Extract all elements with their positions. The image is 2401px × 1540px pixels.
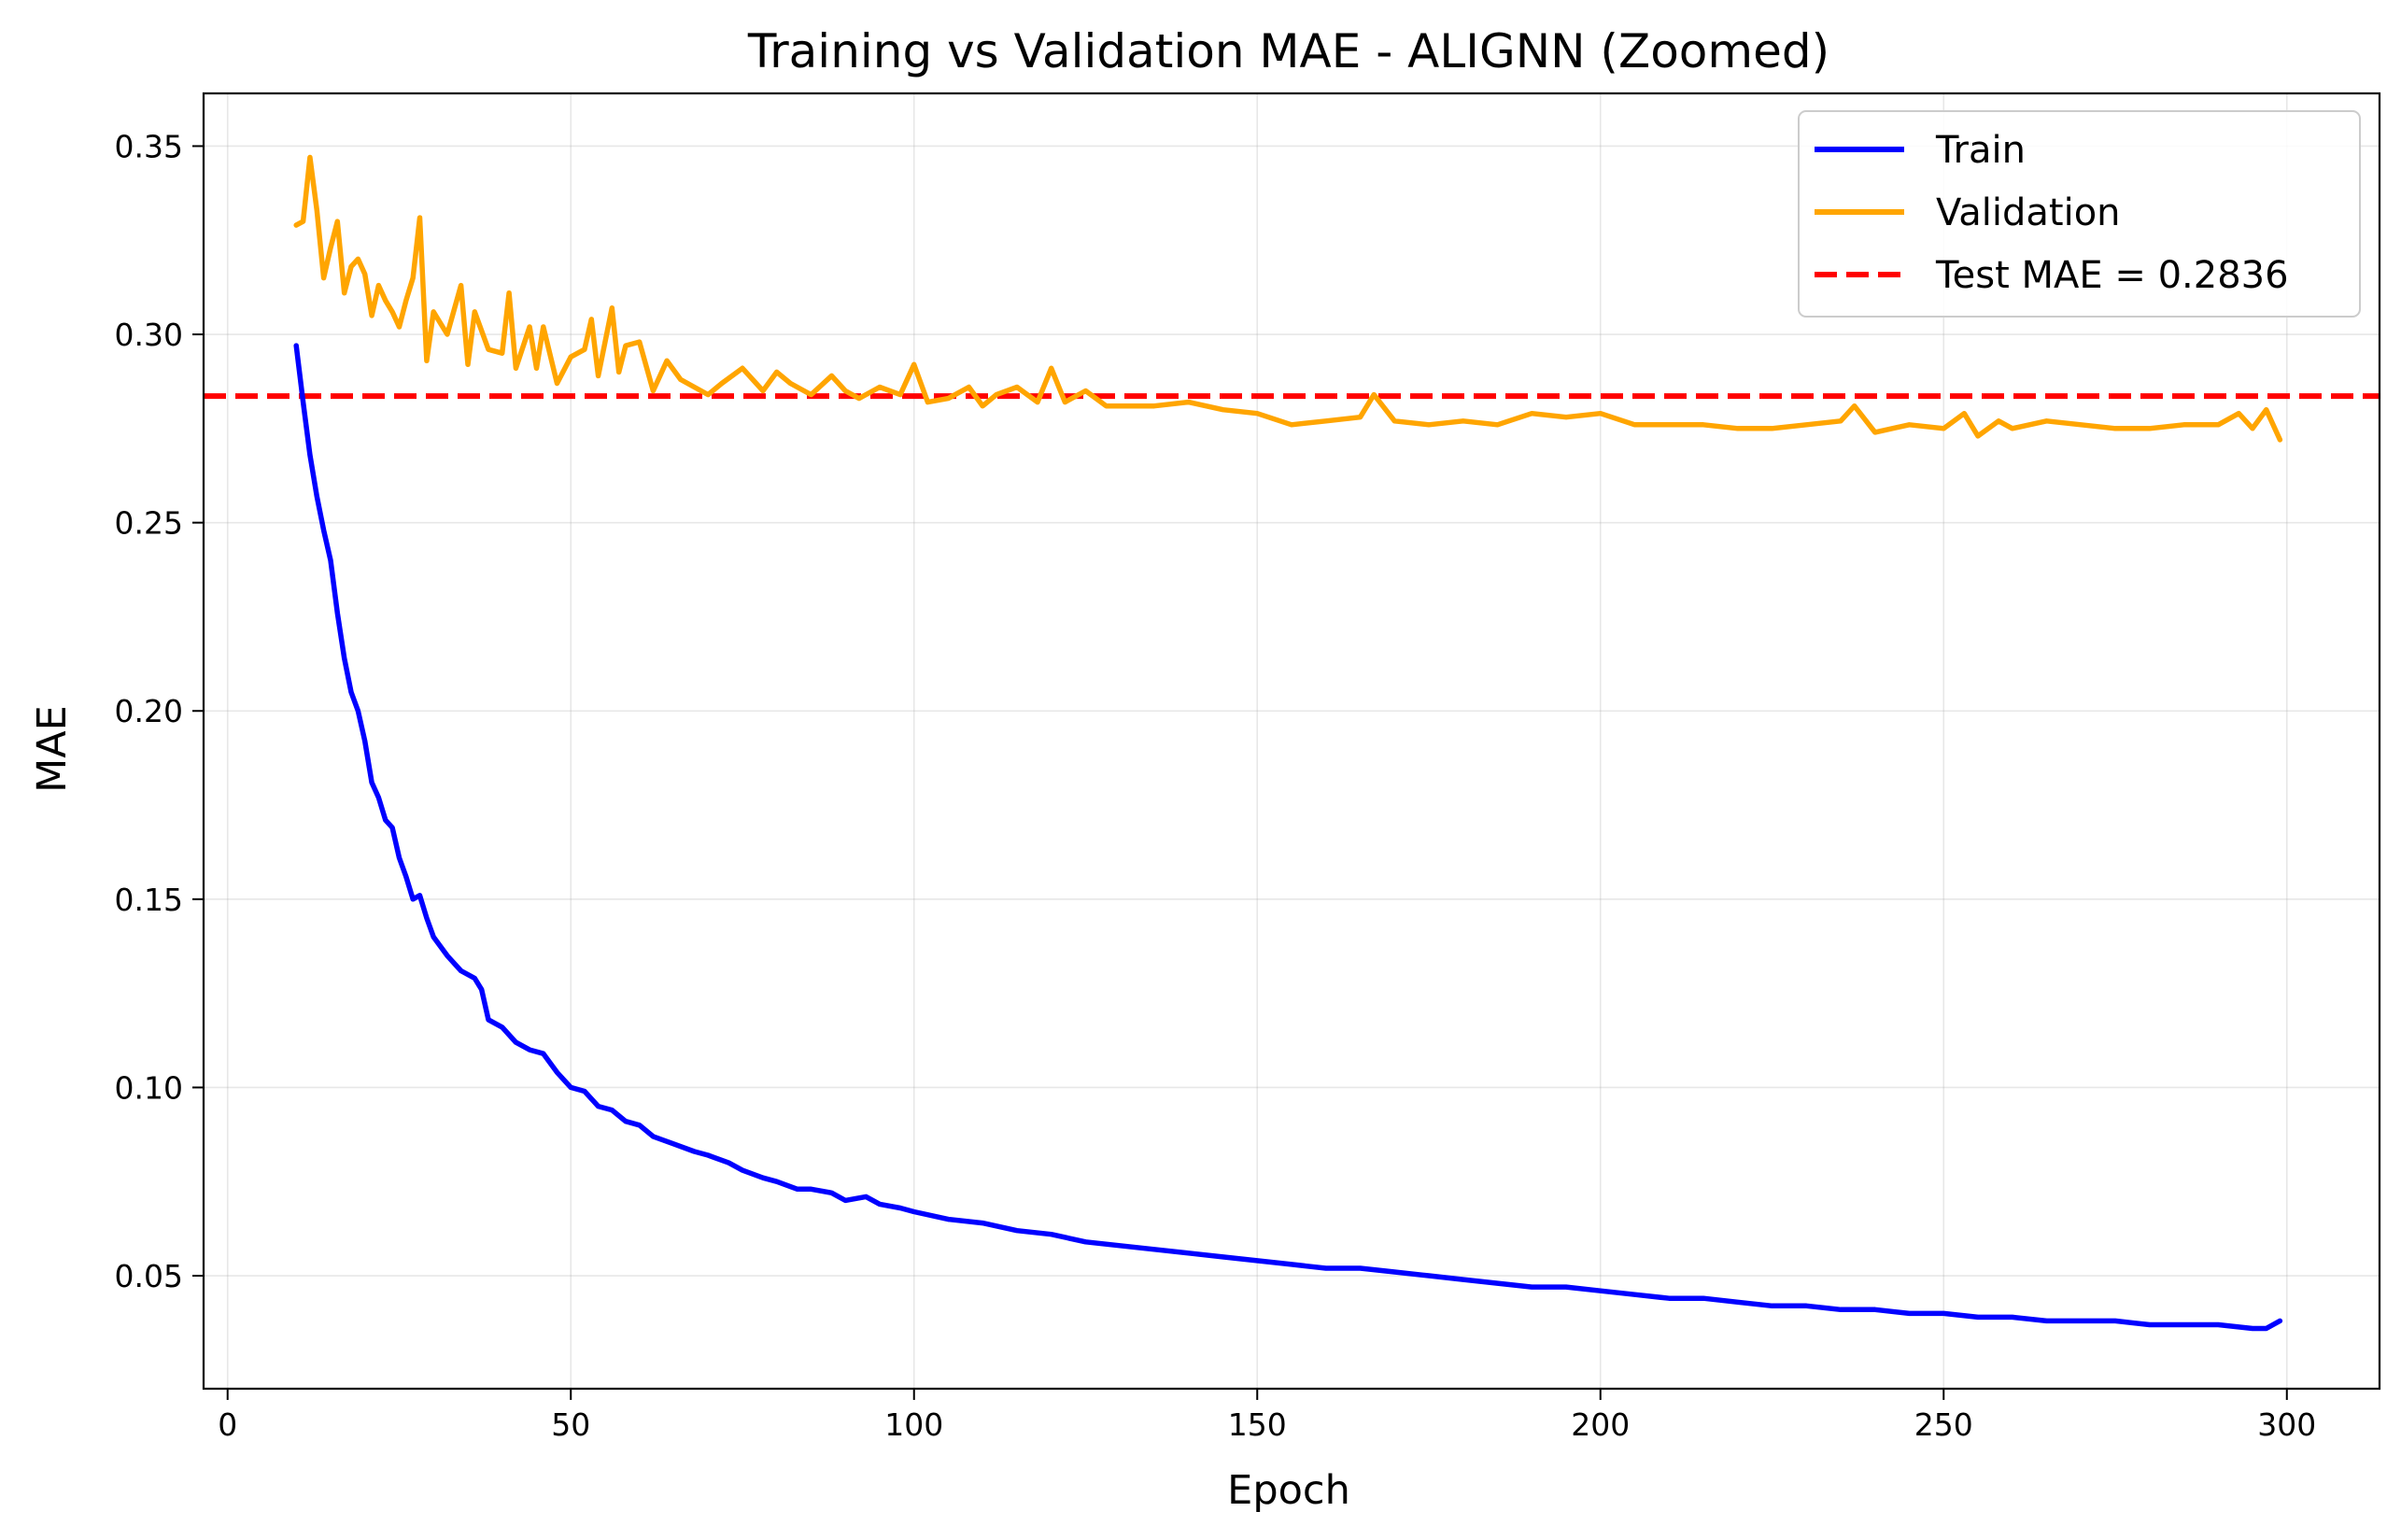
grid-lines	[204, 93, 2380, 1389]
y-tick-label: 0.35	[115, 128, 183, 164]
y-tick-label: 0.30	[115, 317, 183, 353]
legend-box	[1798, 110, 2361, 318]
legend: Train Validation Test MAE = 0.2836	[1798, 110, 2361, 318]
y-tick-label: 0.15	[115, 882, 183, 918]
x-tick-label: 0	[218, 1406, 237, 1443]
y-tick-label: 0.20	[115, 693, 183, 729]
x-tick-label: 150	[1228, 1406, 1287, 1443]
y-axis-title: MAE	[29, 705, 76, 793]
y-tick-label: 0.10	[115, 1069, 183, 1106]
x-tick-label: 250	[1914, 1406, 1973, 1443]
chart-title: Training vs Validation MAE - ALIGNN (Zoo…	[747, 24, 1829, 78]
series-line-validation	[293, 154, 2283, 443]
series-line-train	[293, 343, 2283, 1332]
axis-ticks: 0 50 100 150 200 250 300 0.05 0.10 0.15 0.20 0.25 0.…	[115, 128, 2317, 1443]
y-tick-label: 0.05	[115, 1258, 183, 1294]
y-tick-label: 0.25	[115, 505, 183, 542]
x-tick-label: 50	[551, 1406, 590, 1443]
legend-label: Validation	[1936, 191, 2121, 234]
x-tick-label: 300	[2257, 1406, 2316, 1443]
x-tick-label: 200	[1571, 1406, 1630, 1443]
legend-label: Train	[1935, 129, 2026, 172]
x-tick-label: 100	[884, 1406, 943, 1443]
plot-area-frame	[202, 92, 2381, 1391]
legend-label: Test MAE = 0.2836	[1935, 254, 2289, 297]
x-axis-title: Epoch	[1227, 1467, 1350, 1514]
series-layer	[293, 154, 2283, 1332]
